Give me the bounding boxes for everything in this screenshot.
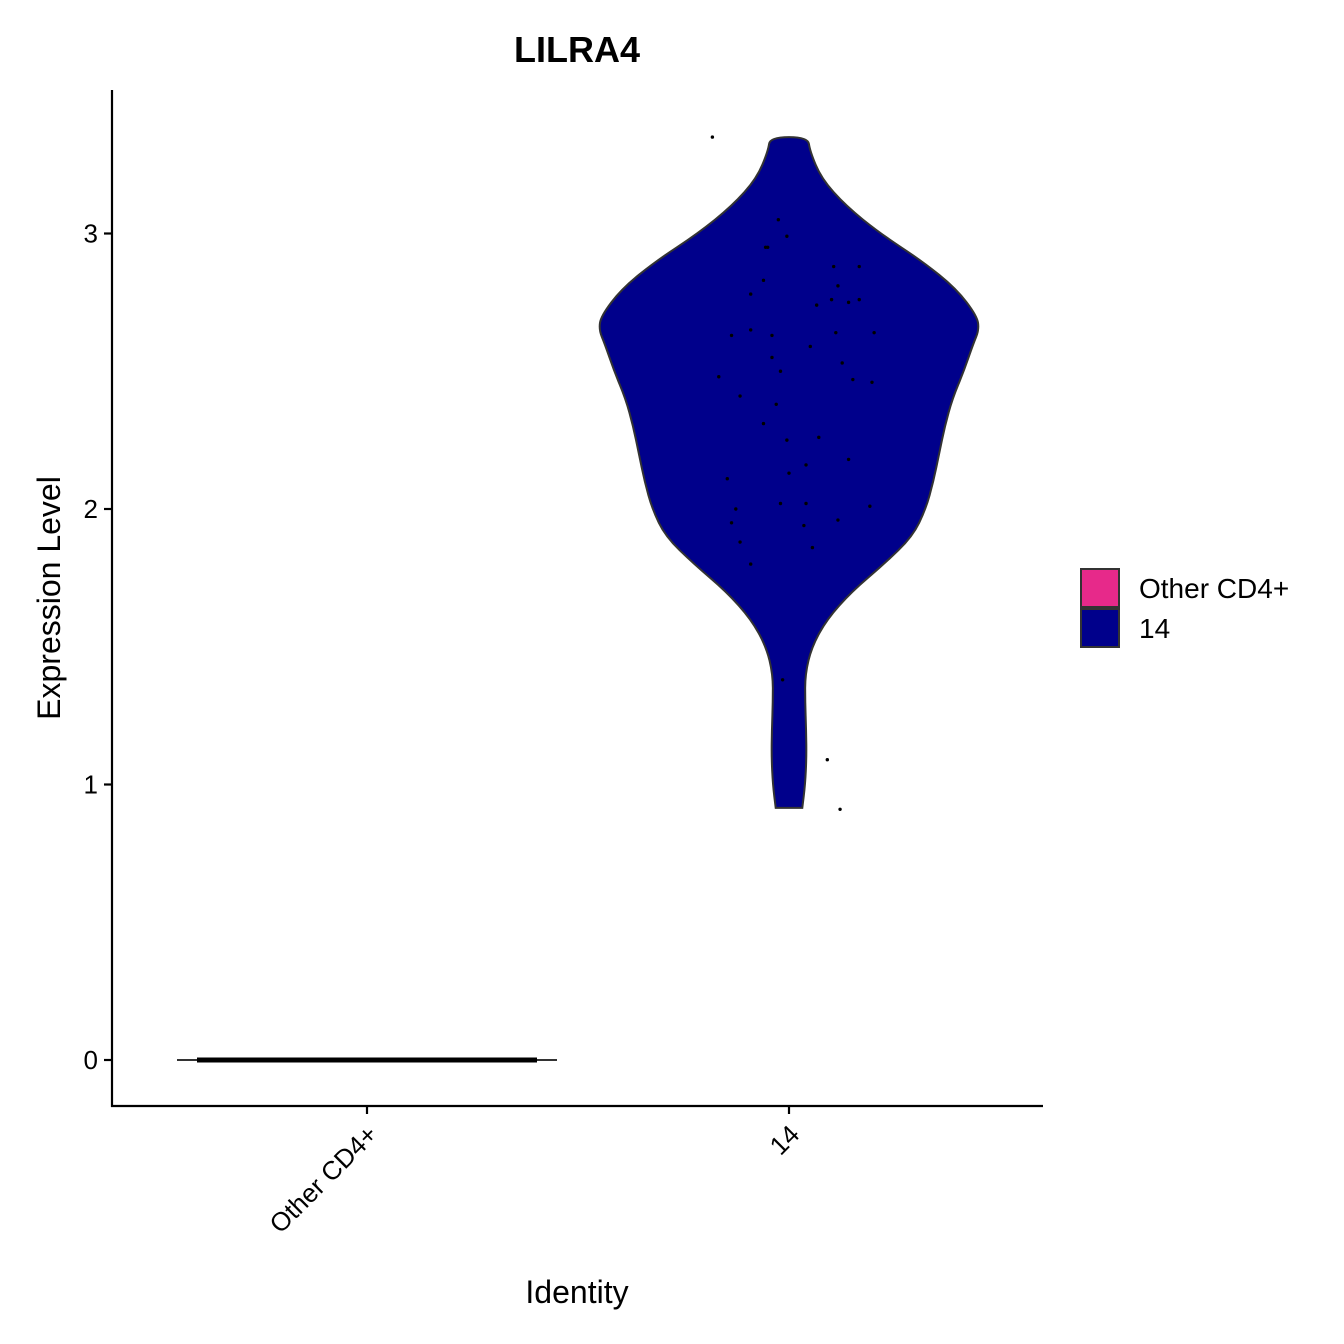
data-point — [802, 523, 806, 528]
data-point — [840, 361, 844, 365]
data-point — [834, 330, 838, 335]
data-point — [761, 278, 766, 283]
data-point — [761, 421, 766, 426]
y-tick-label: 3 — [84, 219, 98, 249]
data-point — [857, 264, 861, 269]
data-point — [825, 758, 830, 762]
y-axis-label: Expression Level — [31, 476, 67, 720]
data-point — [836, 284, 840, 288]
data-point — [872, 330, 876, 335]
data-point — [774, 402, 778, 407]
data-point — [838, 807, 842, 811]
data-point — [717, 375, 721, 379]
data-point — [770, 333, 774, 338]
data-point — [817, 435, 821, 440]
data-point — [778, 501, 783, 506]
data-point — [748, 328, 753, 332]
y-axis-ticks: 0 1 2 3 — [84, 219, 112, 1075]
data-point — [785, 438, 789, 442]
legend-swatch — [1080, 568, 1120, 608]
data-point — [804, 501, 808, 506]
data-point — [851, 377, 855, 382]
data-point — [710, 135, 715, 139]
data-point — [808, 344, 812, 349]
data-point — [738, 540, 742, 544]
x-axis-label: Identity — [525, 1274, 628, 1310]
data-point — [836, 518, 840, 522]
data-point — [846, 300, 851, 305]
data-point — [829, 297, 834, 302]
y-tick-label: 2 — [84, 494, 98, 524]
x-axis-ticks: Other CD4+ 14 — [263, 1106, 805, 1239]
data-point — [785, 234, 789, 238]
x-tick-label: Other CD4+ — [263, 1119, 383, 1239]
data-point — [831, 264, 836, 269]
data-point — [870, 380, 874, 384]
data-point — [846, 457, 851, 462]
legend-label: Other CD4+ — [1139, 573, 1289, 604]
data-point — [810, 545, 815, 550]
data-point — [748, 292, 753, 296]
data-point — [748, 562, 753, 566]
chart-title: LILRA4 — [514, 29, 640, 70]
legend: Other CD4+ 14 — [1080, 568, 1289, 648]
data-point — [729, 521, 734, 525]
data-point — [770, 355, 774, 360]
data-point — [776, 218, 781, 222]
x-tick-label: 14 — [764, 1119, 806, 1161]
data-point — [738, 394, 742, 398]
data-point — [734, 507, 738, 511]
legend-swatch — [1080, 608, 1120, 648]
data-point — [729, 333, 734, 338]
data-point — [778, 369, 783, 373]
y-tick-label: 0 — [84, 1045, 98, 1075]
data-point — [787, 471, 791, 475]
data-point — [868, 504, 872, 508]
plot-area — [177, 135, 980, 1063]
data-point — [766, 245, 770, 249]
data-point — [857, 297, 861, 302]
data-point — [725, 476, 729, 481]
data-point — [814, 303, 819, 307]
y-tick-label: 1 — [84, 770, 98, 800]
data-point — [780, 678, 785, 682]
data-point — [804, 463, 808, 467]
legend-label: 14 — [1139, 613, 1170, 644]
